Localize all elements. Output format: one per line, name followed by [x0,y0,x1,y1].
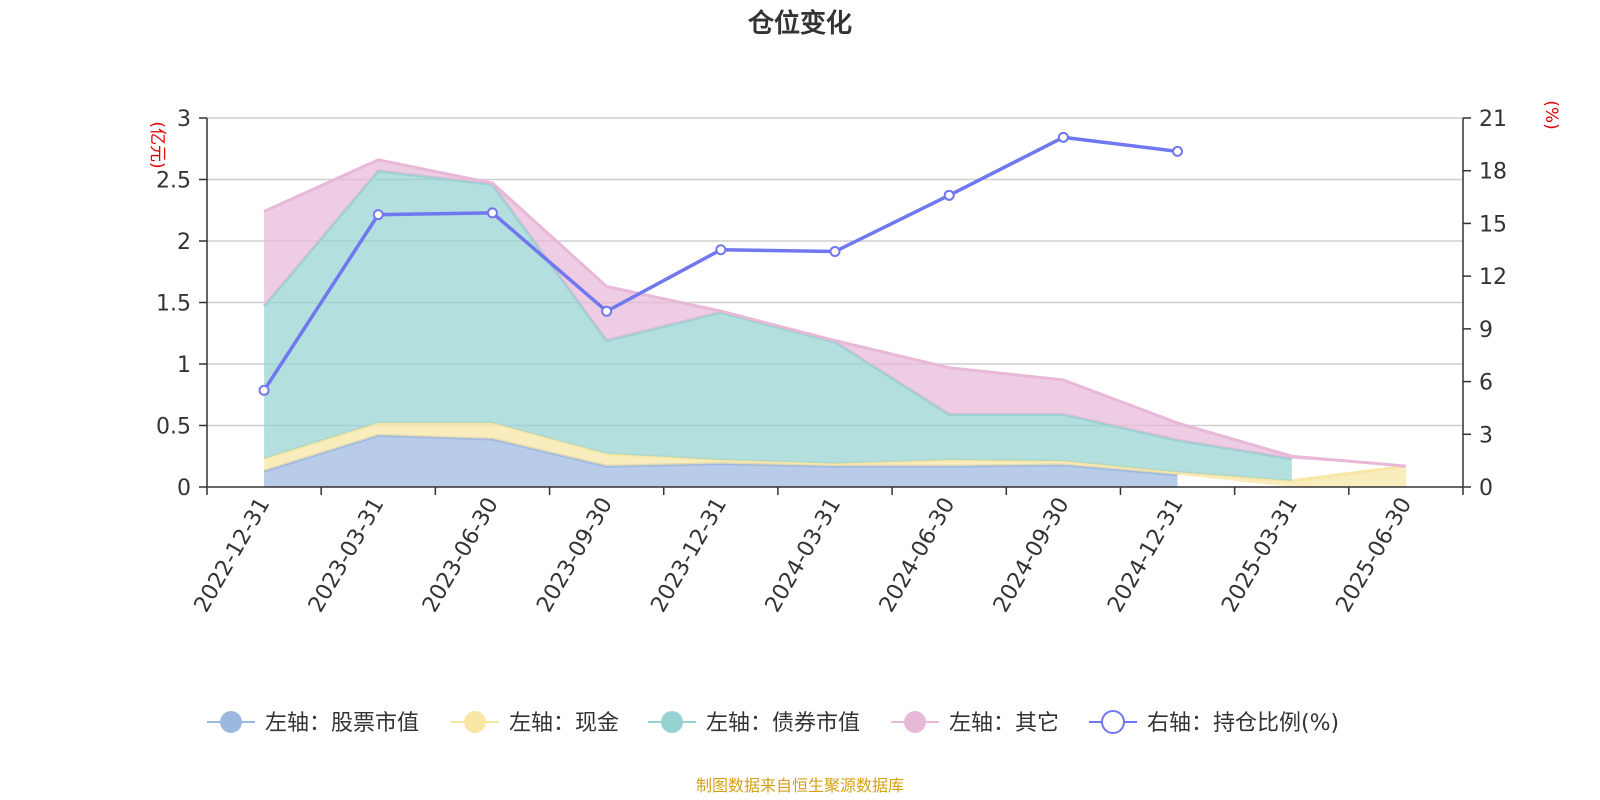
right-tick-label: 21 [1479,107,1507,132]
line-point [486,207,498,219]
x-tick-label: 2023-03-31 [304,493,390,616]
legend-label: 左轴：股票市值 [265,711,419,736]
line-point [1057,131,1069,143]
line-series [258,131,1184,396]
right-tick-label: 0 [1479,476,1493,501]
legend-item[interactable]: 左轴：其它 [891,711,1059,736]
legend-label: 左轴：现金 [509,711,619,736]
line-point [1172,145,1184,157]
legend-item[interactable]: 左轴：股票市值 [207,711,419,736]
legend-item[interactable]: 右轴：持仓比例(%) [1089,710,1339,736]
right-tick-label: 6 [1479,371,1493,396]
area-左轴：股票市值 [264,435,1178,487]
x-tick-label: 2023-09-30 [532,494,618,617]
x-tick-label: 2025-06-30 [1332,494,1418,617]
legend: 左轴：股票市值 左轴：现金 左轴：债券市值 左轴：其它 右轴：持仓比例(%) [207,710,1339,736]
right-tick-label: 12 [1479,265,1507,290]
legend-label: 右轴：持仓比例(%) [1147,711,1339,736]
area-edge-左轴：其它 [263,158,1407,468]
left-tick-label: 2 [177,230,191,255]
right-tick-label: 3 [1479,423,1493,448]
area-series [262,158,1407,487]
right-tick-label: 15 [1479,212,1507,237]
legend-label: 左轴：其它 [949,711,1059,736]
right-tick-label: 18 [1479,160,1507,185]
line-point [372,209,384,221]
left-tick-label: 2.5 [156,169,191,194]
data-source-note: 制图数据来自恒生聚源数据库 [696,776,904,795]
x-tick-label: 2025-03-31 [1217,494,1303,617]
legend-item[interactable]: 左轴：债券市值 [648,711,860,736]
x-tick-label: 2022-12-31 [190,494,276,617]
legend-marker-icon [464,711,486,733]
legend-marker-icon [1101,710,1125,734]
legend-marker-icon [904,711,926,733]
x-tick-label: 2024-06-30 [875,494,961,617]
right-tick-label: 9 [1479,318,1493,343]
line-point [258,384,270,396]
x-tick-label: 2024-09-30 [989,494,1075,617]
legend-marker-icon [220,711,242,733]
x-tick-label: 2024-12-31 [1103,494,1189,617]
legend-label: 左轴：债券市值 [706,711,860,736]
x-tick-label: 2024-03-31 [761,494,847,617]
left-tick-label: 0 [177,476,191,501]
left-axis-unit: (亿元) [147,121,167,168]
area-左轴：债券市值 [264,170,1292,481]
left-tick-label: 0.5 [156,415,191,440]
x-tick-label: 2023-06-30 [418,494,504,617]
line-point [601,305,613,317]
left-tick-label: 1.5 [156,292,191,317]
right-axis-unit: (%) [1541,100,1561,129]
left-tick-label: 1 [177,353,191,378]
legend-marker-icon [661,711,683,733]
left-tick-label: 3 [177,107,191,132]
chart-title: 仓位变化 [747,8,852,39]
legend-item[interactable]: 左轴：现金 [451,711,619,736]
line-point [829,246,841,258]
line-point [943,189,955,201]
line-point [715,244,727,256]
x-tick-label: 2023-12-31 [646,494,732,617]
